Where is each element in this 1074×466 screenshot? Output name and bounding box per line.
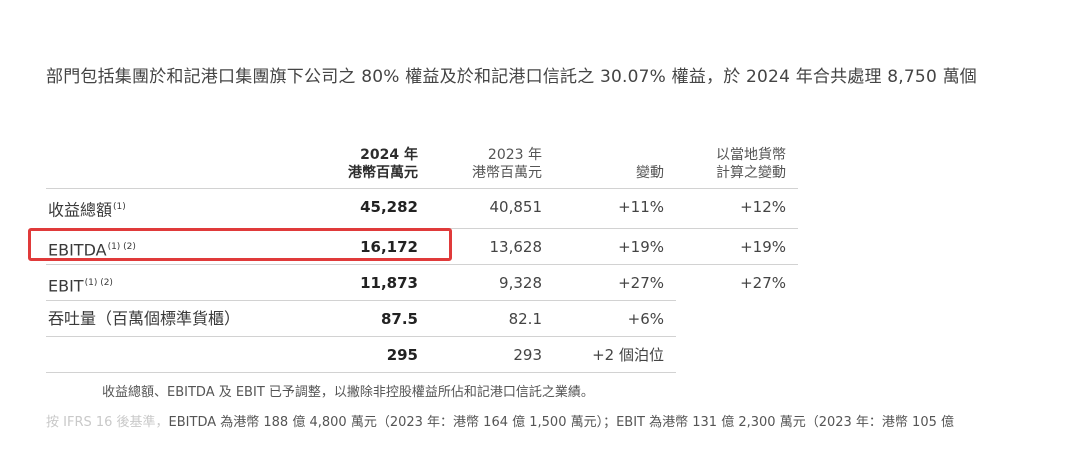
header-local-change: 以當地貨幣 計算之變動 [676, 146, 786, 182]
cell-2024: 295 [386, 346, 418, 364]
cell-local-change: +12% [740, 198, 786, 216]
row-label-text: 收益總額 [48, 200, 113, 220]
row-label: 收益總額(1) [48, 189, 126, 228]
cell-2023: 40,851 [489, 198, 543, 216]
header-2023: 2023 年 港幣百萬元 [432, 146, 542, 182]
cell-change: +11% [618, 198, 664, 216]
cell-local-change: +19% [740, 238, 786, 256]
header-change: 變動 [636, 165, 664, 181]
header-2024-unit: 港幣百萬元 [348, 165, 418, 181]
table-row: EBITDA(1) (2) 16,172 13,628 +19% +19% [46, 228, 798, 265]
intro-text: 部門包括集團於和記港口集團旗下公司之 80% 權益及於和記港口信託之 30.07… [46, 67, 977, 87]
table-row: 收益總額(1) 45,282 40,851 +11% +12% [46, 188, 798, 225]
footnote-2: 按 IFRS 16 後基準，EBITDA 為港幣 188 億 4,800 萬元（… [46, 411, 954, 430]
header-2023-unit: 港幣百萬元 [472, 165, 542, 181]
footnote-2-prefix: 按 IFRS 16 後基準， [46, 415, 169, 430]
footnote-1: 收益總額、EBITDA 及 EBIT 已予調整，以撇除非控股權益所佔和記港口信託… [102, 385, 594, 400]
header-2024-year: 2024 年 [360, 147, 418, 163]
cell-change: +19% [618, 238, 664, 256]
row-footnote-ref: (1) (2) [84, 278, 113, 288]
header-2024: 2024 年 港幣百萬元 [308, 146, 418, 182]
header-local-line2: 計算之變動 [716, 165, 786, 181]
table-row: EBIT(1) (2) 11,873 9,328 +27% +27% [46, 264, 798, 301]
footnote-2-text: EBITDA 為港幣 188 億 4,800 萬元（2023 年：港幣 164 … [168, 415, 954, 430]
highlight-box [28, 228, 452, 261]
table-row: 295 293 +2 個泊位 [46, 336, 676, 373]
cell-2023: 293 [513, 346, 542, 364]
header-local-line1: 以當地貨幣 [716, 147, 786, 163]
row-label: 吞吐量（百萬個標準貨櫃） [48, 301, 240, 337]
cell-2024: 16,172 [360, 238, 418, 256]
cell-local-change: +27% [740, 274, 786, 292]
cell-2024: 11,873 [360, 274, 418, 292]
cell-2023: 13,628 [489, 238, 543, 256]
row-label-text: EBITDA [48, 240, 107, 260]
cell-change: +6% [627, 310, 664, 328]
table-bottom-rule [46, 372, 676, 373]
row-label: EBITDA(1) (2) [48, 229, 136, 268]
row-footnote-ref: (1) (2) [107, 242, 136, 252]
cell-change: +2 個泊位 [592, 346, 664, 364]
cell-2023: 82.1 [508, 310, 542, 328]
header-2023-year: 2023 年 [487, 147, 542, 163]
cell-2023: 9,328 [499, 274, 542, 292]
cell-2024: 45,282 [360, 198, 418, 216]
row-label-text: 吞吐量（百萬個標準貨櫃） [48, 309, 241, 328]
row-label: EBIT(1) (2) [48, 265, 113, 304]
table-row: 吞吐量（百萬個標準貨櫃） 87.5 82.1 +6% [46, 300, 676, 337]
cell-2024: 87.5 [380, 310, 418, 328]
cell-change: +27% [618, 274, 664, 292]
row-label-text: EBIT [48, 276, 84, 296]
row-footnote-ref: (1) [113, 202, 126, 212]
